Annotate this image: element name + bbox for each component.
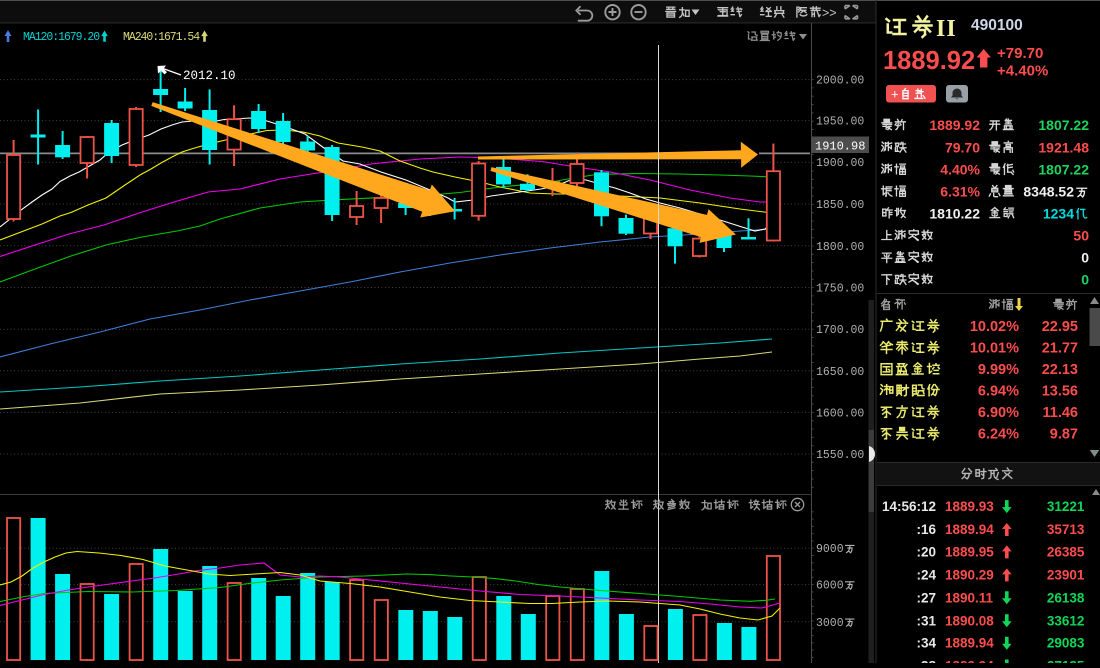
svg-text::38: :38 [916,659,936,664]
svg-text:+: + [891,87,899,102]
svg-text:1950.00: 1950.00 [816,116,864,129]
svg-text:MA240:1671.54: MA240:1671.54 [123,31,200,44]
svg-text:9.87: 9.87 [1050,427,1078,443]
svg-text:22.13: 22.13 [1042,362,1078,378]
svg-text:II: II [936,16,957,42]
svg-text:+4.40%: +4.40% [997,63,1048,80]
svg-text:10.02%: 10.02% [970,319,1019,335]
svg-text:10.01%: 10.01% [970,341,1019,357]
svg-text:1900.00: 1900.00 [816,157,864,170]
svg-text:1890.29: 1890.29 [945,567,994,582]
svg-text:1889.95: 1889.95 [945,544,994,559]
svg-text:MA120:1679.20: MA120:1679.20 [23,31,100,44]
svg-text:2012.10: 2012.10 [183,69,236,83]
svg-text:0: 0 [1081,272,1089,288]
svg-text:9.99%: 9.99% [978,362,1019,378]
svg-text:1234: 1234 [1043,206,1074,222]
svg-text:35713: 35713 [1047,522,1085,537]
svg-text:11.46: 11.46 [1043,405,1079,421]
svg-text:21.77: 21.77 [1042,341,1078,357]
svg-text:2000.00: 2000.00 [816,75,864,88]
svg-text:1889.92: 1889.92 [929,117,980,133]
svg-text:6000: 6000 [816,580,844,593]
svg-text:1889.94: 1889.94 [945,522,994,537]
svg-text:29083: 29083 [1047,636,1085,651]
svg-text:26138: 26138 [1047,590,1085,605]
svg-text:+79.70: +79.70 [997,45,1043,62]
svg-text:1889.93: 1889.93 [945,499,994,514]
svg-text:6.31%: 6.31% [940,184,980,200]
svg-text::34: :34 [916,636,936,651]
svg-text:>>: >> [822,6,837,20]
svg-text::31: :31 [916,613,936,628]
svg-text:1921.48: 1921.48 [1038,140,1089,156]
svg-text:1750.00: 1750.00 [816,283,864,296]
svg-text:1889.94: 1889.94 [945,659,994,664]
svg-text:9000: 9000 [816,543,844,556]
svg-text:1807.22: 1807.22 [1038,117,1089,133]
svg-text:1889.92: 1889.92 [883,47,975,75]
svg-text:1910.98: 1910.98 [815,140,865,154]
svg-text:6.94%: 6.94% [978,383,1019,399]
svg-text:33612: 33612 [1047,613,1085,628]
svg-text:1600.00: 1600.00 [816,407,864,420]
svg-text::24: :24 [916,567,936,582]
svg-text:1550.00: 1550.00 [816,449,864,462]
svg-text::16: :16 [916,522,936,537]
svg-text:50: 50 [1073,228,1089,244]
svg-text:26385: 26385 [1047,544,1085,559]
svg-text::27: :27 [916,590,936,605]
svg-text:31221: 31221 [1047,499,1085,514]
svg-text:1890.11: 1890.11 [945,590,994,605]
svg-text:1890.08: 1890.08 [945,613,994,628]
svg-text::20: :20 [916,544,936,559]
svg-text:3000: 3000 [816,617,844,630]
svg-text:8348.52: 8348.52 [1023,184,1074,200]
svg-text:1700.00: 1700.00 [816,324,864,337]
svg-text:1850.00: 1850.00 [816,199,864,212]
svg-text:1889.94: 1889.94 [945,636,994,651]
svg-text:13.56: 13.56 [1042,383,1078,399]
svg-text:23901: 23901 [1047,567,1085,582]
svg-text:1810.22: 1810.22 [929,206,980,222]
svg-text:27135: 27135 [1047,659,1085,664]
svg-text:14:56:12: 14:56:12 [882,499,936,514]
svg-text:1650.00: 1650.00 [816,366,864,379]
svg-text:490100: 490100 [971,17,1023,34]
svg-text:0: 0 [1081,250,1089,266]
svg-text:6.90%: 6.90% [978,405,1019,421]
svg-text:1807.22: 1807.22 [1038,162,1089,178]
svg-text:6.24%: 6.24% [978,427,1019,443]
svg-text:79.70: 79.70 [945,140,980,156]
svg-text:22.95: 22.95 [1042,319,1078,335]
svg-text:1800.00: 1800.00 [816,241,864,254]
svg-text:4.40%: 4.40% [940,162,980,178]
